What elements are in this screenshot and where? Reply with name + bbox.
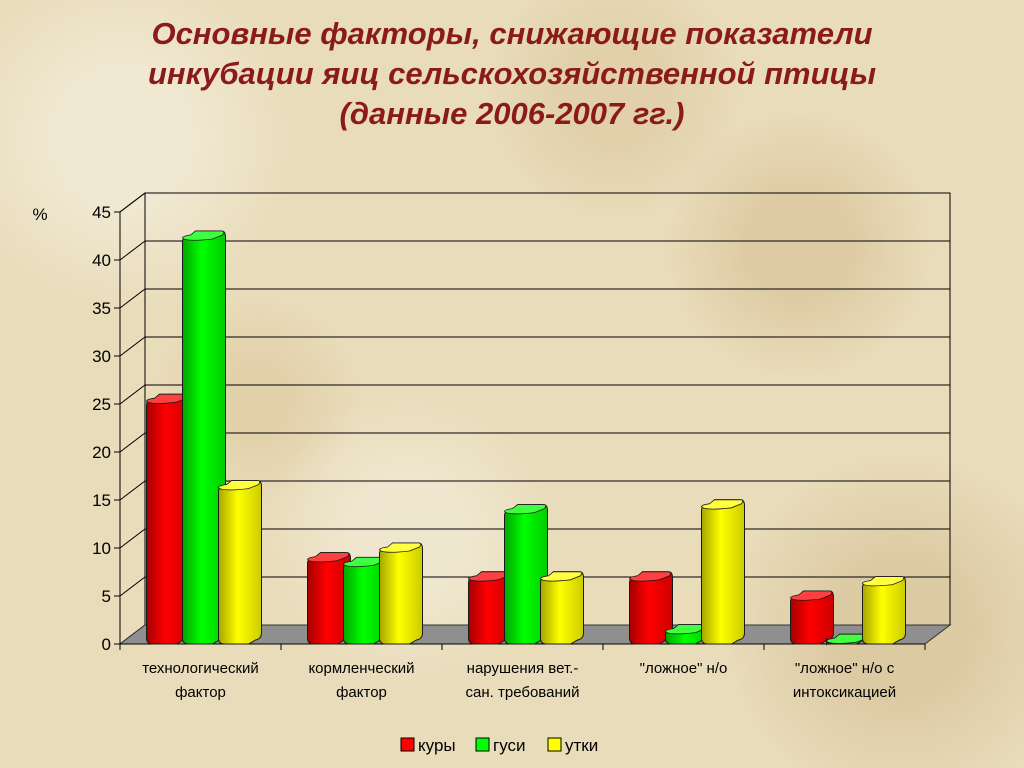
x-tick-label-4: "ложное" н/о с интоксикацией [793, 660, 896, 701]
x-tick-label-0: технологический фактор [142, 660, 259, 701]
bar-cap-1-0 [307, 552, 350, 563]
x-tick-label-3-line-0: "ложное" н/о [640, 660, 728, 677]
bar-cap-3-0 [629, 571, 672, 582]
bar-body-3-2 [701, 499, 745, 645]
legend-label-0: куры [418, 736, 456, 755]
bar-cap-0-1 [182, 230, 225, 241]
bar-cap-0-2 [218, 480, 261, 491]
bar-0-1 [182, 230, 226, 645]
legend-label-1: гуси [493, 736, 526, 755]
x-tick-label-2: нарушения вет.- сан. требований [466, 660, 580, 701]
legend-swatch-0 [400, 737, 415, 752]
chart-title-line-3: (данные 2006-2007 гг.) [339, 96, 685, 131]
gridline-side-15 [119, 480, 146, 501]
bar-cap-4-0 [790, 590, 833, 601]
bar-3-2 [701, 499, 745, 645]
legend-swatch-2 [547, 737, 562, 752]
plot-side-wall [119, 192, 146, 646]
bar-4-2 [862, 576, 906, 645]
legend-swatch-1 [475, 737, 490, 752]
bar-body-4-2 [862, 576, 906, 645]
y-tick-label-25: 25 [92, 395, 111, 414]
x-tick-label-1: кормленческий фактор [308, 660, 414, 701]
bar-2-1 [504, 504, 548, 645]
bar-1-1 [343, 556, 387, 645]
legend: куры гуси утки [400, 736, 598, 755]
chart-title: Основные факторы, снижающие показатели и… [60, 14, 964, 134]
gridline-side-5 [119, 576, 146, 597]
bar-cap-4-2 [862, 576, 905, 587]
y-tick-label-15: 15 [92, 491, 111, 510]
x-tick-label-4-line-0: "ложное" н/о с [795, 660, 895, 677]
bar-cap-2-2 [540, 571, 583, 582]
gridline-side-30 [119, 336, 146, 357]
y-tick-label-45: 45 [92, 203, 111, 222]
bar-4-0 [790, 590, 834, 645]
gridline-side-10 [119, 528, 146, 549]
bar-body-0-2 [218, 480, 262, 645]
chart-title-line-2: инкубации яиц сельскохозяйственной птицы [147, 56, 877, 91]
gridline-side-20 [119, 432, 146, 453]
gridline-side-40 [119, 240, 146, 261]
legend-label-2: утки [565, 736, 598, 755]
x-tick-label-0-line-0: технологический [142, 660, 259, 677]
gridline-side-35 [119, 288, 146, 309]
bar-1-0 [307, 552, 351, 645]
bar-cap-2-1 [504, 504, 547, 515]
bar-body-1-2 [379, 542, 423, 645]
y-tick-label-10: 10 [92, 539, 111, 558]
x-tick-label-0-line-1: фактор [175, 684, 226, 701]
bar-2-2 [540, 571, 584, 645]
x-tick-label-2-line-1: сан. требований [466, 684, 580, 701]
chart-title-line-1: Основные факторы, снижающие показатели [151, 16, 873, 51]
x-tick-label-1-line-1: фактор [336, 684, 387, 701]
y-tick-label-5: 5 [102, 587, 111, 606]
bar-body-2-2 [540, 571, 584, 645]
bar-cap-3-2 [701, 499, 744, 510]
bar-0-2 [218, 480, 262, 645]
y-tick-label-20: 20 [92, 443, 111, 462]
bar-3-0 [629, 571, 673, 645]
x-tick-label-1-line-0: кормленческий [308, 660, 414, 677]
x-tick-label-3: "ложное" н/о [640, 660, 728, 677]
gridline-side-25 [119, 384, 146, 405]
bar-cap-1-2 [379, 542, 422, 553]
y-tick-label-30: 30 [92, 347, 111, 366]
y-axis-label: % [32, 205, 47, 224]
y-tick-label-0: 0 [102, 635, 111, 654]
x-tick-label-2-line-0: нарушения вет.- [467, 660, 579, 677]
y-tick-label-40: 40 [92, 251, 111, 270]
bar-1-2 [379, 542, 423, 645]
y-tick-label-35: 35 [92, 299, 111, 318]
gridline-side-45 [119, 192, 146, 213]
x-tick-label-4-line-1: интоксикацией [793, 684, 896, 701]
